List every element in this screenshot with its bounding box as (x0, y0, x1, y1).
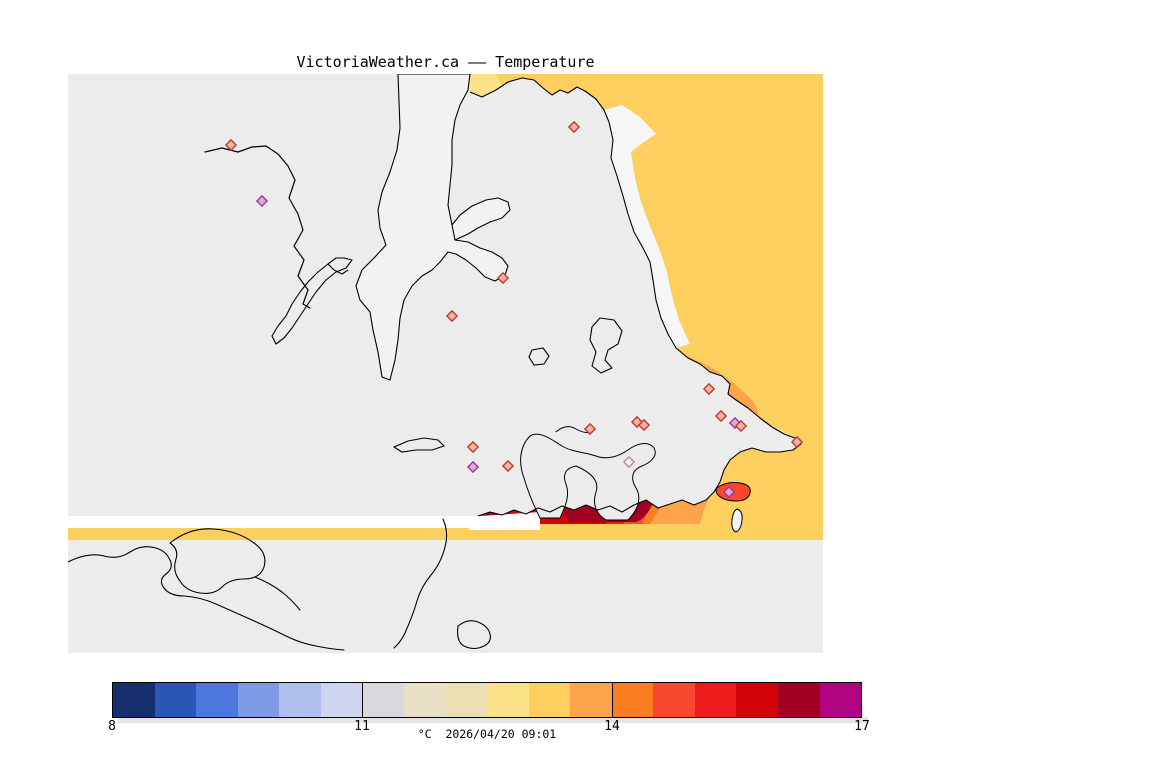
station-marker (466, 440, 480, 454)
langford-lakes-outline (392, 437, 446, 453)
small-lake-outline (528, 347, 550, 366)
colorbar (112, 682, 862, 718)
thin-islet (731, 508, 743, 533)
station-marker (255, 194, 269, 208)
colorbar-cell (736, 683, 778, 717)
station-marker (567, 120, 581, 134)
station-marker (466, 460, 480, 474)
colorbar-cell (653, 683, 695, 717)
coastline (469, 77, 802, 517)
colorbar-unit-date: °C 2026/04/20 09:01 (417, 727, 557, 741)
data-edge-band2 (468, 512, 540, 530)
station-markers (224, 120, 804, 499)
station-marker (224, 138, 238, 152)
nodata-coastlines (68, 518, 491, 651)
saanich-inlet-water (355, 74, 511, 381)
colorbar-ticklabel: 11 (354, 719, 370, 734)
colorbar-cell (487, 683, 529, 717)
colorbar-cell (819, 683, 862, 717)
station-marker (790, 435, 804, 449)
colorbar-tickline (612, 682, 613, 718)
colorbar-cell (445, 683, 488, 717)
elk-lake-outline (589, 317, 623, 374)
colorbar-cell (570, 683, 612, 717)
colorbar-ticklabel: 14 (604, 719, 620, 734)
colorbar-cell (320, 683, 363, 717)
station-marker (622, 455, 636, 469)
station-marker (702, 382, 716, 396)
station-marker (722, 485, 736, 499)
colorbar-cell (778, 683, 820, 717)
colorbar-cell (154, 683, 197, 717)
station-marker (501, 459, 515, 473)
colorbar-cell (528, 683, 571, 717)
colorbar-ticklabel: 8 (108, 719, 116, 734)
station-marker (496, 271, 510, 285)
station-marker (583, 422, 597, 436)
page-title: VictoriaWeather.ca —— Temperature (296, 53, 595, 71)
colorbar-cell (279, 683, 321, 717)
portage-inlet (555, 426, 592, 434)
colorbar-cell (196, 683, 238, 717)
colorbar-cell (113, 683, 155, 717)
colorbar-cell (362, 683, 404, 717)
harbour-water (520, 433, 656, 521)
station-marker (637, 418, 651, 432)
temperature-map (68, 74, 823, 653)
temperature-map-svg (68, 74, 823, 653)
finlayson-arm-coast (204, 145, 311, 309)
colorbar-cell (237, 683, 280, 717)
data-edge-band (68, 516, 480, 528)
lake-outline (271, 257, 353, 345)
east-coast-water (604, 105, 690, 348)
station-marker (734, 419, 748, 433)
colorbar-cell (694, 683, 737, 717)
colorbar-tickline (362, 682, 363, 718)
colorbar-ticklabel: 17 (854, 719, 870, 734)
station-marker (714, 409, 728, 423)
colorbar-cell (403, 683, 446, 717)
colorbar-shadow (118, 717, 868, 723)
station-marker (445, 309, 459, 323)
colorbar-cell (611, 683, 654, 717)
